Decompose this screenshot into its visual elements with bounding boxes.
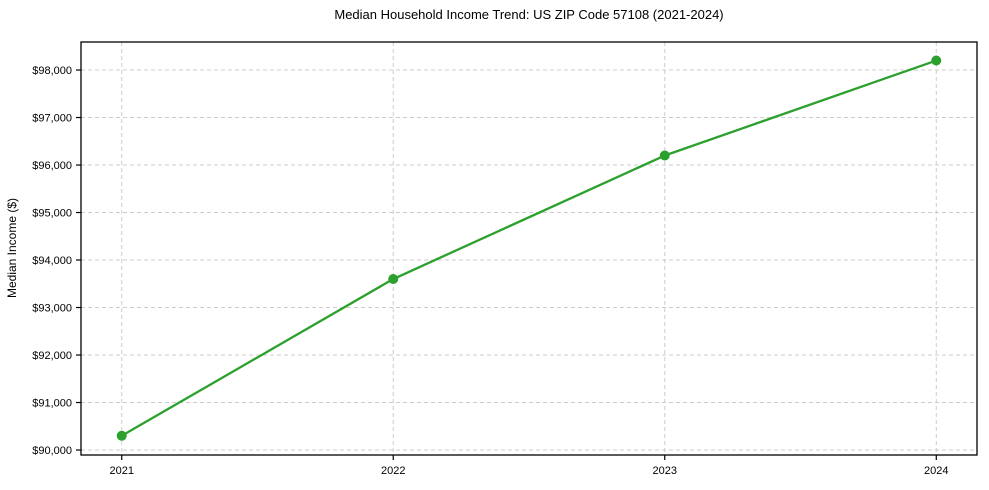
y-tick-label: $98,000 xyxy=(32,65,72,77)
y-tick-label: $91,000 xyxy=(32,398,72,410)
income-trend-line xyxy=(120,59,938,437)
y-tick-label: $90,000 xyxy=(32,445,72,457)
y-axis-label: Median Income ($) xyxy=(5,198,19,298)
data-point-2023 xyxy=(659,150,670,161)
chart-title: Median Household Income Trend: US ZIP Co… xyxy=(334,7,724,22)
x-tick-label: 2023 xyxy=(653,465,677,477)
y-tick-label: $96,000 xyxy=(32,160,72,172)
x-tick-label: 2022 xyxy=(381,465,405,477)
y-tick-label: $92,000 xyxy=(32,350,72,362)
data-point-2021 xyxy=(116,430,127,441)
y-tick-label: $95,000 xyxy=(32,208,72,220)
data-point-2024 xyxy=(931,55,942,66)
data-point-2022 xyxy=(388,274,399,285)
plot-border xyxy=(80,41,978,456)
y-tick-label: $94,000 xyxy=(32,255,72,267)
x-tick-label: 2021 xyxy=(109,465,133,477)
x-tick-label: 2024 xyxy=(924,465,948,477)
y-tick-label: $97,000 xyxy=(32,113,72,125)
y-tick-label: $93,000 xyxy=(32,303,72,315)
